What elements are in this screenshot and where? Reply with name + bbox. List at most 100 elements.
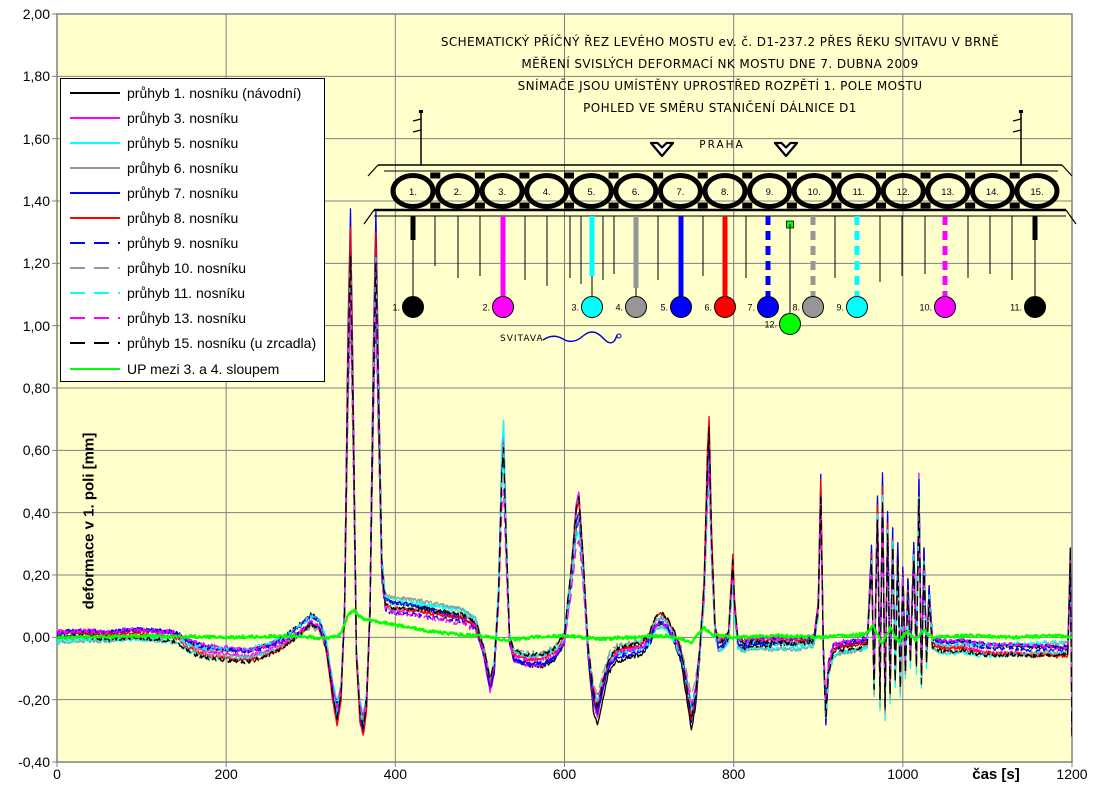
- sensor-circle-label: 11.: [1010, 303, 1022, 313]
- legend-line-sample: [70, 317, 120, 320]
- legend-item-label: průhyb 5. nosníku: [127, 134, 239, 151]
- girder-top-tab: [965, 172, 976, 179]
- girder-bottom-tab: [430, 202, 441, 209]
- pole-cap: [1019, 110, 1023, 113]
- girder-number-6: 6.: [632, 187, 640, 198]
- y-tick-label-1,40: 1,40: [22, 193, 50, 209]
- girder-number-3: 3.: [498, 187, 506, 198]
- sensor-circle-9: [846, 296, 868, 318]
- girder-oval-6: [613, 173, 659, 209]
- legend-line-sample: [70, 292, 120, 295]
- pole-bracket: [412, 129, 422, 133]
- sensor-circle-label: 5.: [660, 303, 668, 313]
- sensor-circle-7: [757, 296, 779, 318]
- legend-line-sample: [70, 91, 120, 94]
- legend-item-label: průhyb 11. nosníku: [127, 285, 246, 302]
- y-tick-label-1,00: 1,00: [22, 317, 50, 334]
- river-squiggle: [542, 331, 618, 344]
- girder-oval-7: [657, 173, 703, 209]
- chart-title-line-4: POHLED VE SMĚRU STANIČENÍ DÁLNICE D1: [583, 101, 857, 115]
- girder-top-tab: [742, 172, 753, 179]
- girder-oval-14: [969, 173, 1015, 209]
- direction-arrow-icon: [649, 141, 675, 158]
- legend-line-sample: [70, 242, 120, 245]
- girder-bottom-tab: [875, 202, 886, 209]
- girder-oval-8: [702, 173, 748, 209]
- girder-number-4: 4.: [543, 187, 551, 198]
- legend-line-sample: [70, 342, 120, 345]
- girder-number-12: 12.: [897, 187, 910, 198]
- legend-item-10: průhyb 13. nosníku: [61, 306, 324, 331]
- sensor-circle-1: [402, 296, 424, 318]
- girder-number-1: 1.: [409, 187, 417, 198]
- girder-top-tab: [519, 172, 530, 179]
- girder-number-13: 13.: [941, 187, 954, 198]
- legend-item-6: průhyb 8. nosníku: [61, 205, 324, 230]
- legend-item-1: průhyb 1. nosníku (návodní): [61, 80, 324, 105]
- y-tick-label-1,60: 1,60: [22, 130, 50, 147]
- legend-line-sample: [70, 191, 120, 194]
- y-tick-label-2,00: 2,00: [22, 6, 50, 22]
- sensor-circle-11: [1024, 296, 1046, 318]
- girder-number-5: 5.: [587, 187, 595, 198]
- girder-bottom-tab: [1009, 202, 1020, 209]
- y-tick-label-0,00: 0,00: [22, 629, 50, 646]
- girder-number-11: 11.: [852, 187, 865, 198]
- legend-item-label: průhyb 9. nosníku: [127, 235, 239, 252]
- chart-title-line-1: SCHEMATICKÝ PŘÍČNÝ ŘEZ LEVÉHO MOSTU ev. …: [440, 35, 1000, 49]
- chart-title-block: SCHEMATICKÝ PŘÍČNÝ ŘEZ LEVÉHO MOSTU ev. …: [400, 31, 1040, 119]
- girder-top-tab: [1009, 172, 1020, 179]
- series-line-10: [57, 294, 1072, 717]
- girder-oval-12: [880, 173, 926, 209]
- girder-top-tab: [831, 172, 842, 179]
- sensor-circle-12: [779, 313, 801, 335]
- sensor-circle-label: 1.: [392, 303, 400, 313]
- girder-number-8: 8.: [721, 187, 729, 198]
- river-squiggle-end: [616, 333, 622, 339]
- sensor-circle-6: [714, 296, 736, 318]
- girder-oval-3: [479, 173, 525, 209]
- deck-left-edge: [367, 164, 379, 177]
- chart-title-line-2: MĚŘENÍ SVISLÝCH DEFORMACÍ NK MOSTU DNE 7…: [521, 57, 919, 71]
- girder-number-15: 15.: [1030, 187, 1043, 198]
- legend-item-label: průhyb 6. nosníku: [127, 159, 239, 176]
- girder-oval-4: [524, 173, 570, 209]
- sensor-circle-label: 2.: [482, 303, 490, 313]
- girder-top-tab: [474, 172, 485, 179]
- legend-line-sample: [70, 217, 120, 220]
- legend-line-sample: [70, 116, 120, 119]
- legend-item-label: průhyb 3. nosníku: [127, 109, 239, 126]
- girder-oval-2: [435, 173, 481, 209]
- legend-line-sample: [70, 141, 120, 144]
- legend-item-3: průhyb 5. nosníku: [61, 130, 324, 155]
- girder-bottom-tab: [742, 202, 753, 209]
- sensor-circle-4: [625, 296, 647, 318]
- legend-item-5: průhyb 7. nosníku: [61, 180, 324, 205]
- direction-arrow-icon: [773, 141, 799, 158]
- legend-item-12: UP mezi 3. a 4. sloupem: [61, 356, 324, 381]
- legend-line-sample: [70, 267, 120, 270]
- sensor-circle-label: 3.: [571, 303, 579, 313]
- x-axis-title: čas [s]: [972, 766, 1020, 783]
- girder-bottom-tab: [519, 202, 530, 209]
- girder-oval-15: [1014, 173, 1060, 209]
- girder-number-9: 9.: [766, 187, 774, 198]
- y-tick-label-1,80: 1,80: [22, 68, 50, 85]
- slab-left-edge: [363, 209, 375, 225]
- sensor-circle-5: [670, 296, 692, 318]
- x-tick-label-0: 0: [53, 766, 61, 782]
- legend-item-11: průhyb 15. nosníku (u zrcadla): [61, 331, 324, 356]
- y-tick-label-1,20: 1,20: [22, 255, 50, 272]
- x-tick-label-800: 800: [721, 766, 746, 782]
- y-tick-label-0,80: 0,80: [22, 380, 50, 396]
- girder-top-tab: [653, 172, 664, 179]
- girder-top-tab: [875, 172, 886, 179]
- girder-top-tab: [697, 172, 708, 179]
- girder-oval-13: [925, 173, 971, 209]
- girder-bottom-tab: [653, 202, 664, 209]
- girder-bottom-tab: [831, 202, 842, 209]
- girder-oval-10: [791, 173, 837, 209]
- pole-cap: [419, 110, 423, 113]
- girder-bottom-tab: [474, 202, 485, 209]
- girder-top-tab: [786, 172, 797, 179]
